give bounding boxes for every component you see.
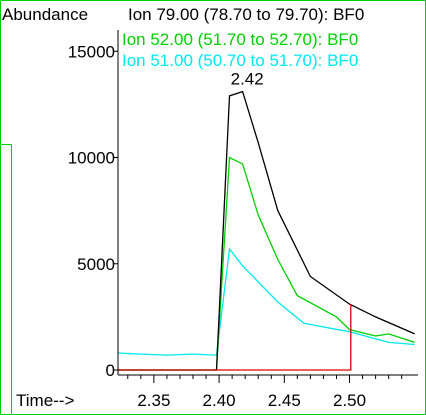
y-tick-label: 5000 (77, 255, 115, 274)
series-line-3 (118, 304, 352, 371)
peak-annotation: 2.42 (231, 70, 264, 89)
x-ticks: 2.35 2.40 2.45 2.50 (127, 375, 403, 410)
y-tick-label: 10000 (68, 149, 115, 168)
y-ticks: 0 5000 10000 15000 (68, 42, 118, 380)
legend-entry: Ion 51.00 (50.70 to 51.70): BF0 (122, 51, 358, 70)
plot-lines (117, 90, 415, 371)
y-tick-label: 0 (106, 361, 115, 380)
legend-entry: Ion 79.00 (78.70 to 79.70): BF0 (128, 5, 364, 24)
legend-entry: Ion 52.00 (51.70 to 52.70): BF0 (122, 30, 358, 49)
axes (117, 30, 418, 376)
x-axis-label: Time--> (16, 391, 74, 410)
x-tick-label: 2.40 (203, 391, 236, 410)
series-line-0 (118, 90, 415, 371)
left-bracket-vertical (11, 144, 12, 415)
y-axis-label: Abundance (2, 5, 88, 24)
x-tick-label: 2.35 (137, 391, 170, 410)
legend: Ion 79.00 (78.70 to 79.70): BF0 Ion 52.00… (122, 5, 364, 70)
annotations: 2.42 (231, 70, 264, 89)
left-bracket-segment (0, 144, 12, 145)
x-tick-label: 2.45 (268, 391, 301, 410)
series-line-1 (118, 156, 415, 371)
series-line-2 (117, 247, 415, 356)
frame-top-edge (0, 0, 426, 1)
x-tick-label: 2.50 (333, 391, 366, 410)
y-tick-label: 15000 (68, 42, 115, 61)
frame-left-edge (0, 0, 1, 415)
